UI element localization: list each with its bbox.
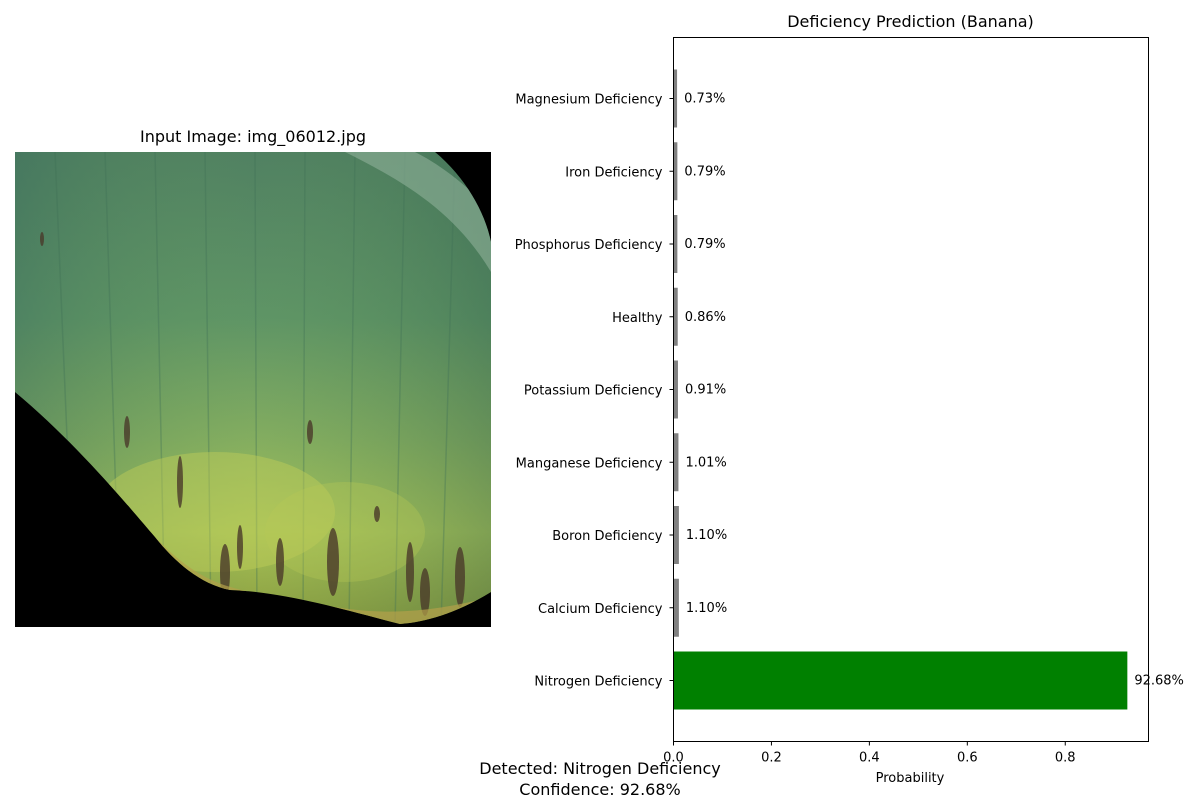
value-label: 1.10% — [686, 601, 727, 616]
y-tick-label: Calcium Deficiency — [538, 602, 663, 617]
y-tick-label: Manganese Deficiency — [516, 456, 663, 471]
bar — [673, 360, 678, 419]
bar — [673, 651, 1128, 710]
y-tick-label: Nitrogen Deficiency — [534, 675, 662, 690]
y-tick-label: Phosphorus Deficiency — [515, 238, 663, 253]
result-summary: Detected: Nitrogen Deficiency Confidence… — [400, 758, 800, 800]
value-label: 1.10% — [686, 528, 727, 543]
y-tick-label: Potassium Deficiency — [524, 384, 663, 399]
bar — [673, 578, 679, 637]
x-axis-label: Probability — [876, 771, 945, 786]
input-image — [15, 152, 491, 627]
bar — [673, 433, 679, 492]
y-tick-label: Magnesium Deficiency — [515, 93, 662, 108]
value-label: 92.68% — [1134, 674, 1184, 689]
y-tick-label: Boron Deficiency — [552, 529, 663, 544]
bar — [673, 506, 679, 564]
x-tick-label: 0.8 — [1055, 751, 1076, 766]
x-tick-label: 0.4 — [859, 751, 880, 766]
input-image-title: Input Image: img_06012.jpg — [139, 127, 367, 146]
confidence-label: Confidence: 92.68% — [519, 780, 681, 799]
bar — [673, 287, 678, 346]
detected-label: Detected: Nitrogen Deficiency — [479, 759, 721, 778]
value-label: 1.01% — [685, 455, 726, 470]
bars-group — [673, 69, 1128, 710]
axes-frame — [673, 37, 1149, 742]
value-label: 0.86% — [685, 310, 726, 325]
value-labels: 0.73% 0.79% 0.79% 0.86% 0.91% 1.01% 1.10% 1.10%… — [684, 92, 1184, 689]
value-label: 0.79% — [684, 237, 725, 252]
value-label: 0.79% — [684, 164, 725, 179]
bar — [673, 142, 678, 201]
value-label: 0.91% — [685, 383, 726, 398]
y-tick-label: Iron Deficiency — [565, 165, 663, 180]
bar — [673, 215, 678, 273]
chart-title: Deficiency Prediction (Banana) — [787, 12, 1034, 31]
bar — [673, 69, 678, 128]
leaf-picture — [15, 152, 491, 627]
y-tick-label: Healthy — [612, 311, 663, 326]
value-label: 0.73% — [684, 92, 725, 107]
x-tick-label: 0.6 — [957, 751, 978, 766]
y-tick-labels: Magnesium Deficiency Iron Deficiency Phosp… — [515, 93, 674, 690]
